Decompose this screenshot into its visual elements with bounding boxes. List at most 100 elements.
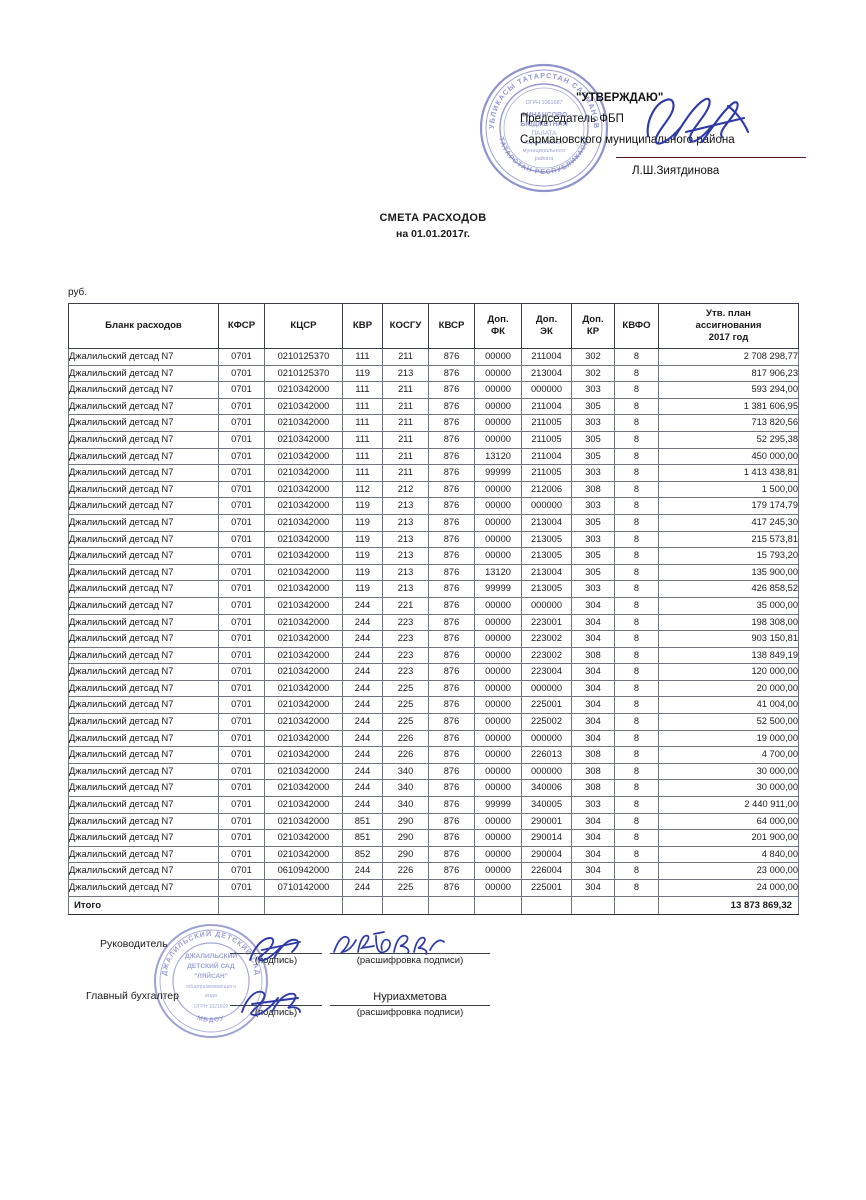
cell-kvfo: 8 bbox=[614, 762, 659, 781]
cell-kvsr: 876 bbox=[428, 762, 475, 781]
cell-kvfo: 8 bbox=[614, 796, 659, 814]
cell-kvr: 112 bbox=[342, 480, 383, 499]
cell-dop-kr: 302 bbox=[571, 348, 615, 366]
cell-blank-rashodov: Джалильский детсад N7 bbox=[68, 762, 219, 781]
cell-kvfo: 8 bbox=[614, 480, 659, 499]
cell-kosgu: 223 bbox=[382, 613, 429, 632]
cell-dop-ek: 211004 bbox=[521, 447, 572, 466]
cell-kvr: 244 bbox=[342, 879, 383, 897]
cell-kcsr: 0210342000 bbox=[264, 480, 343, 499]
cell-approved-plan: 64 000,00 bbox=[658, 812, 799, 831]
cell-kvsr: 876 bbox=[428, 447, 475, 466]
cell-kfsr: 0701 bbox=[218, 762, 265, 781]
cell-dop-fk: 00000 bbox=[474, 862, 522, 880]
cell-dop-ek: 340005 bbox=[521, 796, 572, 814]
cell-kfsr: 0701 bbox=[218, 447, 265, 466]
cell-kvr: 852 bbox=[342, 845, 383, 864]
cell-approved-plan: 20 000,00 bbox=[658, 679, 799, 698]
cell-dop-ek: 290004 bbox=[521, 845, 572, 864]
cell-kosgu: 225 bbox=[382, 696, 429, 715]
cell-dop-ek: 211004 bbox=[521, 348, 572, 366]
cell-kcsr: 0210342000 bbox=[264, 696, 343, 715]
cell-kfsr: 0701 bbox=[218, 530, 265, 549]
cell-blank-rashodov: Джалильский детсад N7 bbox=[68, 430, 219, 449]
cell-dop-kr: 305 bbox=[571, 447, 615, 466]
cell-approved-plan: 138 849,19 bbox=[658, 646, 799, 665]
table-row: Джалильский детсад N7 0701 0210342000 119 21… bbox=[68, 530, 799, 549]
cell-kcsr: 0210342000 bbox=[264, 447, 343, 466]
cell-kosgu: 223 bbox=[382, 630, 429, 648]
cell-kfsr: 0701 bbox=[218, 646, 265, 665]
table-row: Джалильский детсад N7 0701 0210342000 111 21… bbox=[68, 464, 799, 482]
cell-kosgu: 211 bbox=[382, 381, 429, 399]
cell-blank-rashodov: Джалильский детсад N7 bbox=[68, 613, 219, 632]
cell-blank-rashodov: Джалильский детсад N7 bbox=[68, 530, 219, 549]
cell-blank-rashodov: Джалильский детсад N7 bbox=[68, 812, 219, 831]
cell-dop-ek: 226004 bbox=[521, 862, 572, 880]
cell-dop-fk: 00000 bbox=[474, 513, 522, 532]
table-row: Джалильский детсад N7 0701 0210342000 244 22… bbox=[68, 613, 799, 632]
cell-kvsr: 876 bbox=[428, 397, 475, 416]
signature-line bbox=[230, 990, 322, 1006]
cell-kvr: 119 bbox=[342, 580, 383, 598]
cell-dop-kr: 305 bbox=[571, 513, 615, 532]
header-text-line-1: Доп. bbox=[487, 314, 509, 325]
cell-blank-rashodov: Джалильский детсад N7 bbox=[68, 497, 219, 515]
cell-kvfo: 8 bbox=[614, 530, 659, 549]
cell-dop-fk: 00000 bbox=[474, 480, 522, 499]
cell-dop-ek: 211005 bbox=[521, 414, 572, 432]
cell-kvr: 119 bbox=[342, 497, 383, 515]
cell-kfsr: 0701 bbox=[218, 679, 265, 698]
cell-kvfo: 8 bbox=[614, 845, 659, 864]
cell-approved-plan: 35 000,00 bbox=[658, 596, 799, 615]
cell-blank-rashodov: Джалильский детсад N7 bbox=[68, 845, 219, 864]
cell-kvr: 119 bbox=[342, 364, 383, 383]
cell-approved-plan: 426 858,52 bbox=[658, 580, 799, 598]
header-text-line-2: ЭК bbox=[540, 326, 553, 337]
approver-name: Л.Ш.Зиятдинова bbox=[632, 165, 720, 177]
cell-dop-kr: 304 bbox=[571, 696, 615, 715]
table-header-row: Бланк расходов КФСР КЦСР КВР КОСГУ bbox=[68, 303, 799, 349]
signature-row-accountant: Главный бухгалтер (подпись) Нуриахметова… bbox=[0, 990, 866, 1024]
cell-kvr: 244 bbox=[342, 796, 383, 814]
cell-kosgu: 213 bbox=[382, 530, 429, 549]
approval-title: "УТВЕРЖДАЮ" bbox=[576, 92, 664, 104]
cell-kfsr: 0701 bbox=[218, 430, 265, 449]
cell-kvsr: 876 bbox=[428, 348, 475, 366]
signature-name-written: Нуриахметова bbox=[330, 990, 490, 1006]
cell-kosgu: 211 bbox=[382, 447, 429, 466]
cell-kvsr: 876 bbox=[428, 812, 475, 831]
cell-dop-kr: 304 bbox=[571, 679, 615, 698]
cell-dop-fk: 00000 bbox=[474, 729, 522, 748]
page-subtitle: на 01.01.2017г. bbox=[396, 228, 470, 240]
cell-dop-kr: 303 bbox=[571, 796, 615, 814]
cell-approved-plan: 201 900,00 bbox=[658, 829, 799, 847]
cell-dop-fk: 00000 bbox=[474, 746, 522, 764]
cell-kvfo: 8 bbox=[614, 397, 659, 416]
cell-kvsr: 876 bbox=[428, 513, 475, 532]
total-empty-cell bbox=[218, 895, 265, 915]
cell-kvfo: 8 bbox=[614, 663, 659, 681]
cell-kvr: 111 bbox=[342, 348, 383, 366]
cell-dop-kr: 304 bbox=[571, 630, 615, 648]
signature-slot-manager-name: Л.Н.Баширов (расшифровка подписи) bbox=[330, 938, 490, 966]
table-row: Джалильский детсад N7 0701 0610942000 244 22… bbox=[68, 862, 799, 880]
cell-kosgu: 226 bbox=[382, 746, 429, 764]
cell-kosgu: 212 bbox=[382, 480, 429, 499]
table-row: Джалильский детсад N7 0701 0210342000 244 22… bbox=[68, 729, 799, 748]
cell-approved-plan: 593 294,00 bbox=[658, 381, 799, 399]
total-empty-cell bbox=[342, 895, 383, 915]
cell-blank-rashodov: Джалильский детсад N7 bbox=[68, 364, 219, 383]
cell-blank-rashodov: Джалильский детсад N7 bbox=[68, 696, 219, 715]
cell-blank-rashodov: Джалильский детсад N7 bbox=[68, 829, 219, 847]
cell-dop-fk: 13120 bbox=[474, 563, 522, 582]
cell-kvr: 119 bbox=[342, 513, 383, 532]
cell-kfsr: 0701 bbox=[218, 547, 265, 565]
cell-dop-ek: 223001 bbox=[521, 613, 572, 632]
cell-dop-kr: 303 bbox=[571, 414, 615, 432]
approval-position-line-2: Сармановского муниципального района bbox=[520, 134, 735, 146]
cell-kvfo: 8 bbox=[614, 729, 659, 748]
cell-approved-plan: 52 295,38 bbox=[658, 430, 799, 449]
cell-kfsr: 0701 bbox=[218, 480, 265, 499]
header-text: КОСГУ bbox=[389, 320, 422, 331]
